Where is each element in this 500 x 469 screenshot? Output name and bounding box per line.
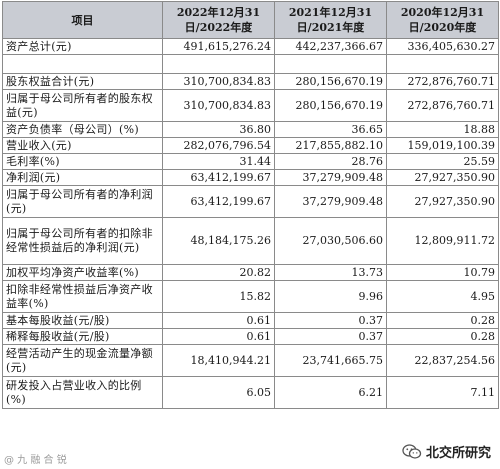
row-label: 营业收入(元) [2,137,163,154]
row-label: 经营活动产生的现金流量净额(元) [2,344,163,377]
cell-value: 36.80 [162,121,275,138]
cell-value: 28.76 [274,153,387,170]
blank-cell [162,54,275,74]
cell-value: 63,412,199.67 [162,185,275,218]
financial-data-table: 项目 2022年12月31日/2022年度 2021年12月31日/2021年度… [2,1,499,409]
header-year-2021: 2021年12月31日/2021年度 [274,1,387,39]
row-label: 稀释每股收益(元/股) [2,328,163,345]
cell-value: 442,237,366.67 [274,38,387,55]
row-label: 资产负债率（母公司）(%) [2,121,163,138]
table-row: 归属于母公司所有者的股东权益(元) 310,700,834.83 280,156… [2,89,499,122]
cell-value: 23,741,665.75 [274,344,387,377]
row-label: 股东权益合计(元) [2,73,163,90]
cell-value: 280,156,670.19 [274,89,387,122]
cell-value: 6.05 [162,376,275,409]
cell-value: 18.88 [386,121,499,138]
row-label: 归属于母公司所有者的股东权益(元) [2,89,163,122]
cell-value: 48,184,175.26 [162,217,275,265]
table-row: 股东权益合计(元) 310,700,834.83 280,156,670.19 … [2,73,499,90]
row-label: 归属于母公司所有者的净利润(元) [2,185,163,218]
row-label: 研发投入占营业收入的比例(%) [2,376,163,409]
row-label: 资产总计(元) [2,38,163,55]
wechat-watermark: 北交所研究 [398,440,494,463]
cell-value: 27,927,350.90 [386,185,499,218]
cell-value: 37,279,909.48 [274,169,387,186]
row-label: 毛利率(%) [2,153,163,170]
cell-value: 27,927,350.90 [386,169,499,186]
cell-value: 12,809,911.72 [386,217,499,265]
cell-value: 0.37 [274,312,387,329]
row-label: 加权平均净资产收益率(%) [2,264,163,281]
header-year-2020: 2020年12月31日/2020年度 [386,1,499,39]
cell-value: 217,855,882.10 [274,137,387,154]
row-label: 净利润(元) [2,169,163,186]
table-row: 研发投入占营业收入的比例(%) 6.05 6.21 7.11 [2,376,499,409]
cell-value: 9.96 [274,280,387,313]
table-row: 基本每股收益(元/股) 0.61 0.37 0.28 [2,312,499,329]
cell-value: 20.82 [162,264,275,281]
table-header-row: 项目 2022年12月31日/2022年度 2021年12月31日/2021年度… [2,1,499,39]
row-label: 基本每股收益(元/股) [2,312,163,329]
table-row: 营业收入(元) 282,076,796.54 217,855,882.10 15… [2,137,499,154]
table-row: 扣除非经常性损益后净资产收益率(%) 15.82 9.96 4.95 [2,280,499,313]
cell-value: 336,405,630.27 [386,38,499,55]
cell-value: 7.11 [386,376,499,409]
cell-value: 63,412,199.67 [162,169,275,186]
cell-value: 310,700,834.83 [162,73,275,90]
cell-value: 10.79 [386,264,499,281]
table-row: 资产负债率（母公司）(%) 36.80 36.65 18.88 [2,121,499,138]
table-row: 净利润(元) 63,412,199.67 37,279,909.48 27,92… [2,169,499,186]
cell-value: 280,156,670.19 [274,73,387,90]
table-row: 经营活动产生的现金流量净额(元) 18,410,944.21 23,741,66… [2,344,499,377]
cell-value: 31.44 [162,153,275,170]
cell-value: 27,030,506.60 [274,217,387,265]
cell-value: 37,279,909.48 [274,185,387,218]
blank-separator-row [2,54,499,74]
blank-cell [274,54,387,74]
row-label: 扣除非经常性损益后净资产收益率(%) [2,280,163,313]
cell-value: 25.59 [386,153,499,170]
wechat-icon [402,443,422,460]
cell-value: 0.28 [386,328,499,345]
wechat-account-name: 北交所研究 [425,446,491,461]
cell-value: 310,700,834.83 [162,89,275,122]
cell-value: 4.95 [386,280,499,313]
cell-value: 0.61 [162,328,275,345]
table-row: 加权平均净资产收益率(%) 20.82 13.73 10.79 [2,264,499,281]
cell-value: 272,876,760.71 [386,89,499,122]
cell-value: 282,076,796.54 [162,137,275,154]
cell-value: 0.37 [274,328,387,345]
table-row: 毛利率(%) 31.44 28.76 25.59 [2,153,499,170]
cell-value: 15.82 [162,280,275,313]
cell-value: 0.28 [386,312,499,329]
cell-value: 22,837,254.56 [386,344,499,377]
blank-cell [386,54,499,74]
row-label: 归属于母公司所有者的扣除非经常性损益后的净利润(元) [2,217,163,265]
cell-value: 159,019,100.39 [386,137,499,154]
cell-value: 36.65 [274,121,387,138]
header-item: 项目 [2,1,163,39]
table-row: 稀释每股收益(元/股) 0.61 0.37 0.28 [2,328,499,345]
cell-value: 0.61 [162,312,275,329]
blank-cell [2,54,163,74]
table-row: 资产总计(元) 491,615,276.24 442,237,366.67 33… [2,38,499,55]
table-row: 归属于母公司所有者的净利润(元) 63,412,199.67 37,279,90… [2,185,499,218]
cell-value: 491,615,276.24 [162,38,275,55]
cell-value: 6.21 [274,376,387,409]
cell-value: 13.73 [274,264,387,281]
source-watermark: @ 九 融 合 锐 [4,455,67,466]
table-row: 归属于母公司所有者的扣除非经常性损益后的净利润(元) 48,184,175.26… [2,217,499,265]
header-year-2022: 2022年12月31日/2022年度 [162,1,275,39]
cell-value: 272,876,760.71 [386,73,499,90]
cell-value: 18,410,944.21 [162,344,275,377]
